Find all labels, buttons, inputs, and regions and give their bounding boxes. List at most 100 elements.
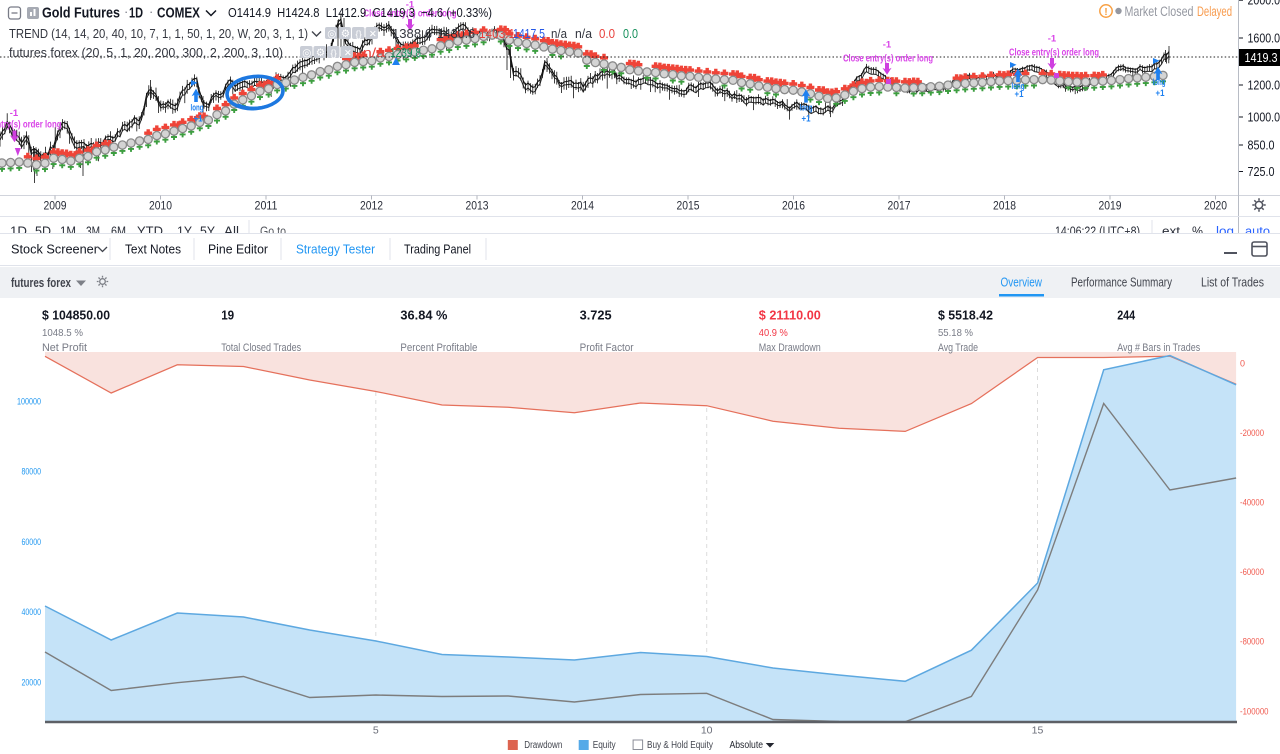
svg-text:n/a: n/a <box>575 26 593 41</box>
svg-text:1Y: 1Y <box>177 225 193 234</box>
svg-text:36.84 %: 36.84 % <box>400 308 447 323</box>
svg-text:2012: 2012 <box>360 198 383 212</box>
svg-text:n/a: n/a <box>363 45 386 60</box>
svg-text:Total Closed Trades: Total Closed Trades <box>221 342 301 354</box>
svg-text:100000: 100000 <box>17 396 41 407</box>
svg-text:%: % <box>1192 225 1203 234</box>
svg-text:55.18 %: 55.18 % <box>938 327 973 339</box>
svg-text:$ 104850.00: $ 104850.00 <box>42 308 110 323</box>
svg-text:2019: 2019 <box>1099 198 1122 212</box>
svg-text:-1: -1 <box>406 0 415 11</box>
svg-text:-60000: -60000 <box>1240 567 1264 578</box>
svg-text:2014: 2014 <box>571 198 594 212</box>
svg-text:6M: 6M <box>111 225 126 234</box>
svg-text:20000: 20000 <box>22 677 42 688</box>
svg-text:5Y: 5Y <box>200 225 216 234</box>
svg-text:2018: 2018 <box>993 198 1016 212</box>
svg-text:Absolute: Absolute <box>730 740 764 751</box>
svg-text:0: 0 <box>1240 358 1245 369</box>
svg-text:40000: 40000 <box>22 607 42 618</box>
svg-text:ext: ext <box>1162 225 1181 234</box>
svg-text:futures forex (20, 5, 1, 20, 2: futures forex (20, 5, 1, 20, 200, 300, 2… <box>9 45 283 60</box>
svg-text:Avg # Bars in Trades: Avg # Bars in Trades <box>1117 342 1200 354</box>
svg-text:-1: -1 <box>1048 34 1057 45</box>
svg-text:⚙: ⚙ <box>341 28 350 40</box>
svg-text:1000.0: 1000.0 <box>1248 109 1280 124</box>
svg-text:5D: 5D <box>35 225 51 234</box>
svg-text:Gold Futures: Gold Futures <box>42 5 120 22</box>
svg-text:80000: 80000 <box>22 467 42 478</box>
svg-text:1403.1: 1403.1 <box>479 26 515 41</box>
svg-text:Go to: Go to <box>260 225 286 234</box>
svg-text:-20000: -20000 <box>1240 428 1264 439</box>
svg-text:0.0: 0.0 <box>623 26 638 41</box>
svg-text:TREND (14, 14, 20, 40, 10, 7,: TREND (14, 14, 20, 40, 10, 7, 1, 1, 50, … <box>9 26 308 41</box>
svg-text:·: · <box>124 4 128 19</box>
svg-text:Drawdown: Drawdown <box>524 740 562 751</box>
svg-text:Market Closed: Market Closed <box>1125 4 1194 19</box>
svg-text:Pine Editor: Pine Editor <box>208 242 269 257</box>
svg-text:5: 5 <box>373 725 379 737</box>
svg-text:All: All <box>224 225 239 234</box>
svg-text:long: long <box>800 103 813 114</box>
svg-text:-1: -1 <box>10 108 19 119</box>
svg-text:2009: 2009 <box>44 198 67 212</box>
svg-text:long: long <box>1153 77 1166 88</box>
svg-text:2016: 2016 <box>782 198 805 212</box>
svg-text:3.725: 3.725 <box>580 308 612 323</box>
svg-text:+1: +1 <box>194 114 204 125</box>
svg-text:List of Trades: List of Trades <box>1201 276 1264 290</box>
svg-text:auto: auto <box>1245 225 1270 234</box>
svg-text:Text Notes: Text Notes <box>125 242 181 257</box>
svg-text:Close entry(s) order long: Close entry(s) order long <box>1009 48 1099 59</box>
svg-text:1419.3: 1419.3 <box>1245 50 1278 65</box>
svg-text:Max Drawdown: Max Drawdown <box>759 342 821 354</box>
svg-text:2017: 2017 <box>888 198 911 212</box>
svg-text:Trading Panel: Trading Panel <box>404 242 471 257</box>
svg-text:2011: 2011 <box>255 198 278 212</box>
svg-text:⚙: ⚙ <box>316 47 325 59</box>
svg-text:1D: 1D <box>10 225 27 234</box>
svg-text:1388.6: 1388.6 <box>392 26 432 41</box>
svg-text:·: · <box>149 4 153 19</box>
svg-text:1600.0: 1600.0 <box>1248 30 1280 45</box>
svg-text:2013: 2013 <box>466 198 489 212</box>
svg-text:n/a: n/a <box>551 26 568 41</box>
svg-text:+1: +1 <box>802 114 812 125</box>
svg-text:2010: 2010 <box>149 198 172 212</box>
svg-text:-100000: -100000 <box>1240 706 1269 717</box>
svg-text:14:06:22 (UTC+8): 14:06:22 (UTC+8) <box>1055 225 1140 234</box>
svg-text:Delayed: Delayed <box>1197 4 1232 19</box>
svg-text:$ 5518.42: $ 5518.42 <box>938 308 993 323</box>
svg-text:Strategy Tester: Strategy Tester <box>296 242 376 257</box>
svg-text:1200.0: 1200.0 <box>1248 77 1280 92</box>
svg-text:+1: +1 <box>1015 89 1025 100</box>
svg-text:long: long <box>191 103 204 114</box>
svg-text:Net Profit: Net Profit <box>42 342 87 354</box>
svg-text:{}: {} <box>330 48 336 59</box>
svg-text:2015: 2015 <box>677 198 700 212</box>
svg-text:+1: +1 <box>1156 88 1166 99</box>
svg-text:log: log <box>1216 225 1234 234</box>
svg-text:futures forex: futures forex <box>11 276 71 290</box>
svg-text:Close entry(s) order long: Close entry(s) order long <box>364 9 457 20</box>
svg-text:Profit Factor: Profit Factor <box>580 342 634 354</box>
svg-text:Avg Trade: Avg Trade <box>938 342 978 354</box>
svg-text:40.9 %: 40.9 % <box>759 327 788 339</box>
svg-text:Stock Screener: Stock Screener <box>11 242 99 257</box>
svg-text:3M: 3M <box>86 225 100 234</box>
svg-text:2000.0: 2000.0 <box>1248 0 1280 8</box>
svg-text:Close entry(s) order long: Close entry(s) order long <box>0 120 62 131</box>
svg-text:O1414.9 H1424.8 L1412.9 C14: O1414.9 H1424.8 L1412.9 C1419.3 −4.6 (+0… <box>228 5 492 20</box>
svg-text:✕: ✕ <box>344 48 352 59</box>
svg-text:19: 19 <box>221 308 234 323</box>
svg-text:Performance Summary: Performance Summary <box>1071 276 1173 290</box>
svg-text:COMEX: COMEX <box>157 6 200 22</box>
svg-text:244: 244 <box>1117 308 1136 323</box>
svg-text:1417.5: 1417.5 <box>513 26 545 41</box>
svg-text:$ 21110.00: $ 21110.00 <box>759 308 821 323</box>
svg-text:1239.8: 1239.8 <box>390 45 421 60</box>
svg-text:Close entry(s) order long: Close entry(s) order long <box>843 54 933 65</box>
svg-text:{}: {} <box>355 29 361 40</box>
svg-text:1430.6: 1430.6 <box>437 26 475 41</box>
